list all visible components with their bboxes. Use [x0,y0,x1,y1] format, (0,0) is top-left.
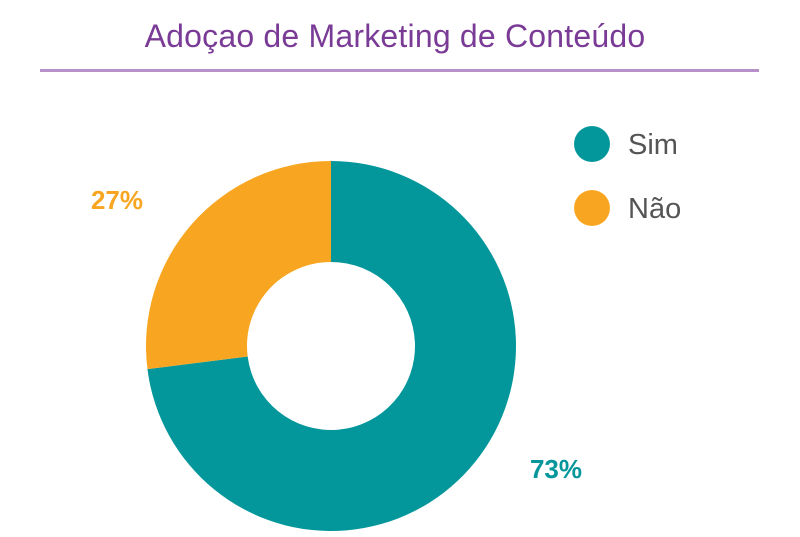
slice-label-sim: 73% [530,454,582,484]
legend-swatch-sim [574,126,610,162]
chart-legend: Sim Não [574,126,681,226]
legend-swatch-nao [574,190,610,226]
legend-label-sim: Sim [628,129,678,161]
donut-slice-nao [146,161,331,370]
title-divider [40,69,759,72]
donut-slices [146,161,516,531]
chart-title: Adoçao de Marketing de Conteúdo [144,18,646,54]
legend-label-nao: Não [628,193,681,225]
donut-slice-sim [147,161,516,531]
slice-labels: 73% 27% [91,185,582,484]
slice-label-nao: 27% [91,185,143,215]
